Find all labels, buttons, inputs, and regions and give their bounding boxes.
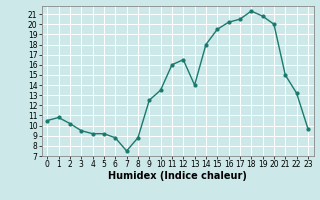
X-axis label: Humidex (Indice chaleur): Humidex (Indice chaleur) xyxy=(108,171,247,181)
